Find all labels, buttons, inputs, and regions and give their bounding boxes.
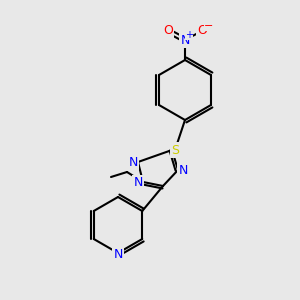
Text: N: N [128, 155, 138, 169]
Text: O: O [197, 25, 207, 38]
Text: N: N [113, 248, 123, 262]
Text: N: N [180, 34, 190, 46]
Text: N: N [133, 176, 143, 190]
Text: O: O [163, 25, 173, 38]
Text: +: + [185, 30, 193, 40]
Text: S: S [171, 143, 179, 157]
Text: N: N [178, 164, 188, 176]
Text: −: − [204, 21, 214, 31]
